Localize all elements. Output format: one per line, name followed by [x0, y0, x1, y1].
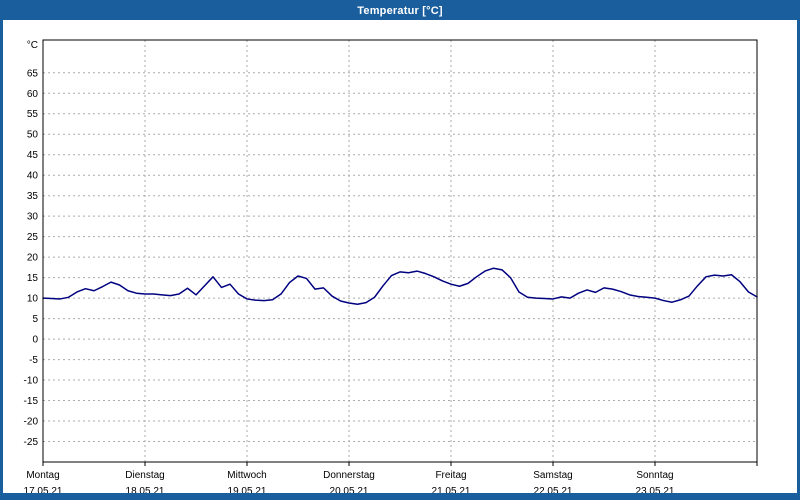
svg-text:-25: -25 [24, 437, 39, 448]
svg-text:40: 40 [27, 171, 39, 182]
svg-text:-5: -5 [29, 355, 38, 366]
svg-text:45: 45 [27, 150, 39, 161]
svg-text:55: 55 [27, 109, 39, 120]
svg-text:22.05.21: 22.05.21 [534, 486, 573, 493]
svg-text:0: 0 [32, 335, 38, 346]
svg-text:21.05.21: 21.05.21 [432, 486, 471, 493]
x-axis-labels: Montag 17.05.21 Dienstag 18.05.21 Mittwoch 19… [24, 470, 675, 493]
svg-text:Freitag: Freitag [435, 470, 466, 481]
svg-text:17.05.21: 17.05.21 [24, 486, 63, 493]
svg-text:30: 30 [27, 212, 39, 223]
svg-text:25: 25 [27, 232, 39, 243]
svg-text:Samstag: Samstag [533, 470, 572, 481]
svg-text:20: 20 [27, 253, 39, 264]
svg-text:Mittwoch: Mittwoch [227, 470, 266, 481]
temperature-line [42, 267, 758, 306]
chart-area: 65 60 55 50 45 40 35 30 25 20 15 10 5 0 -5 -10 -15 -20 -25… [3, 20, 797, 493]
svg-text:Montag: Montag [26, 470, 59, 481]
svg-text:35: 35 [27, 191, 39, 202]
svg-text:-15: -15 [24, 396, 39, 407]
svg-text:23.05.21: 23.05.21 [636, 486, 675, 493]
plot-background [43, 40, 757, 462]
svg-text:20.05.21: 20.05.21 [330, 486, 369, 493]
svg-text:50: 50 [27, 130, 39, 141]
plot-border [42, 39, 758, 463]
grid-lines [42, 40, 758, 466]
svg-text:15: 15 [27, 273, 39, 284]
svg-text:-10: -10 [24, 376, 39, 387]
svg-text:Dienstag: Dienstag [125, 470, 164, 481]
window-title: Temperatur [°C] [3, 2, 797, 20]
svg-text:5: 5 [32, 314, 38, 325]
svg-text:60: 60 [27, 89, 39, 100]
y-axis-unit-label: °C [27, 40, 38, 51]
svg-text:65: 65 [27, 68, 39, 79]
svg-text:19.05.21: 19.05.21 [228, 486, 267, 493]
y-axis-labels: 65605550454035302520151050-5-10-15-20-25… [24, 40, 39, 448]
svg-text:Donnerstag: Donnerstag [323, 470, 375, 481]
temperature-chart: 65605550454035302520151050-5-10-15-20-25… [24, 39, 758, 493]
svg-text:18.05.21: 18.05.21 [126, 486, 165, 493]
svg-text:-20: -20 [24, 417, 39, 428]
svg-text:10: 10 [27, 294, 39, 305]
svg-text:Sonntag: Sonntag [636, 470, 673, 481]
